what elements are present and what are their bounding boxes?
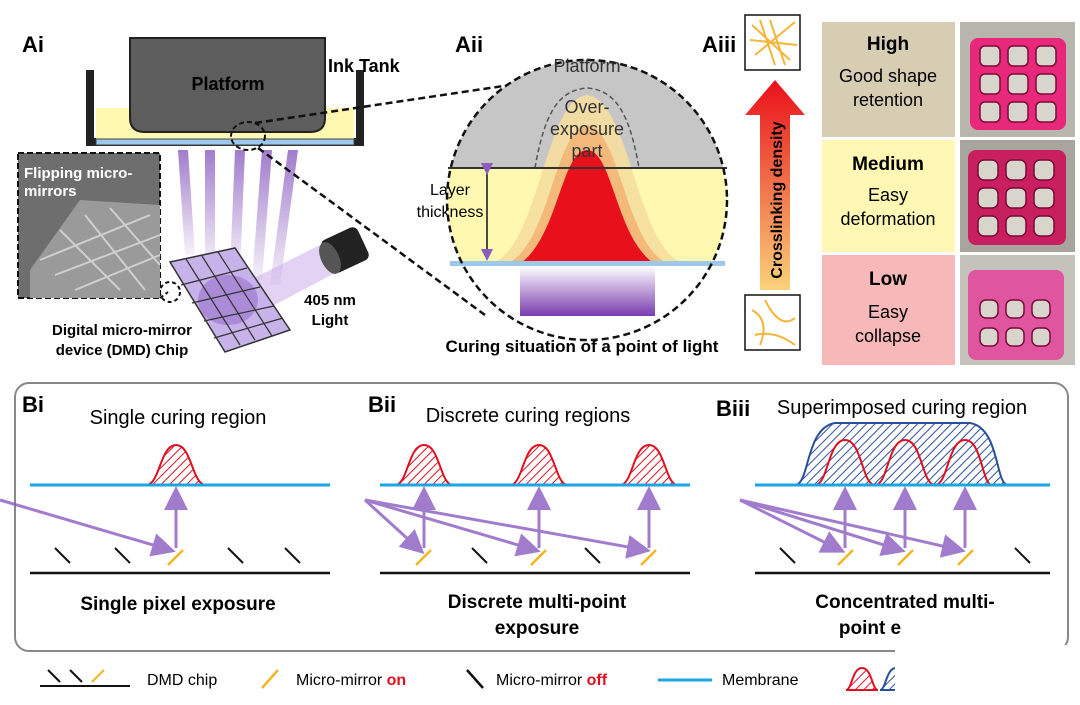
panel-title: Discrete curing regions bbox=[426, 405, 631, 427]
text-line: Digital micro-mirror bbox=[52, 322, 192, 339]
panel-ai: Ai Platform Ink Tank Flipping micro-mirr… bbox=[17, 32, 511, 359]
text-line: retention bbox=[853, 90, 923, 110]
axis-label: Crosslinking density bbox=[769, 121, 786, 278]
platform-label: Platform bbox=[191, 74, 264, 94]
panel-label: Ai bbox=[22, 32, 44, 57]
panel-caption: Concentrated multi-point e bbox=[815, 592, 994, 639]
text-line: Flipping micro- bbox=[24, 165, 132, 182]
platform bbox=[129, 37, 326, 133]
aii-caption: Curing situation of a point of light bbox=[446, 337, 719, 356]
panel-caption: Single pixel exposure bbox=[80, 594, 275, 615]
inset-label: Flipping micro-mirrors bbox=[24, 165, 132, 200]
panel-label: Aii bbox=[455, 32, 483, 57]
text-line: on bbox=[387, 672, 407, 689]
text-line: deformation bbox=[840, 209, 935, 229]
text-line: Micro-mirror bbox=[296, 672, 383, 689]
panel-label: Bi bbox=[22, 392, 44, 417]
panel-b-frame bbox=[14, 382, 1069, 652]
text-line: Easy bbox=[868, 302, 908, 322]
panel-label: Aiii bbox=[702, 32, 736, 57]
panel-label: Biii bbox=[716, 396, 750, 421]
overexposure-label: Over-exposure part bbox=[550, 97, 624, 161]
layer-label: Layer thickness bbox=[417, 182, 484, 221]
text-line: exposure bbox=[550, 119, 624, 139]
level-desc: Good shape retention bbox=[839, 66, 937, 110]
text-line: Micro-mirror bbox=[496, 672, 583, 689]
text-line: Good shape bbox=[839, 66, 937, 86]
level-medium: Medium Easy deformation bbox=[840, 154, 935, 229]
text-line: device (DMD) Chip bbox=[56, 342, 189, 359]
sample-photos bbox=[960, 22, 1075, 365]
membrane bbox=[95, 138, 355, 146]
legend-label: Membrane bbox=[722, 672, 799, 689]
text-line: Easy bbox=[868, 185, 908, 205]
dmd-label: Digital micro-mirror device (DMD) Chip bbox=[52, 322, 192, 359]
level-name: Low bbox=[869, 269, 907, 290]
occluder bbox=[895, 645, 1080, 705]
panel-b: Bi Single curing region Single pixel exp… bbox=[0, 392, 1050, 639]
level-desc: Easy collapse bbox=[855, 302, 921, 346]
text-line: Light bbox=[312, 312, 349, 329]
dmd-chip bbox=[168, 247, 292, 353]
level-low: Low Easy collapse bbox=[855, 269, 921, 346]
text-line: part bbox=[571, 141, 602, 161]
text-line: exposure bbox=[495, 618, 579, 639]
platform-label: Platform bbox=[553, 56, 620, 76]
level-desc: Easy deformation bbox=[840, 185, 935, 229]
text-line: Concentrated multi- bbox=[815, 592, 994, 613]
panel-title: Single curing region bbox=[90, 407, 267, 429]
light-label: 405 nm Light bbox=[304, 292, 356, 329]
panel-aiii: Aiii Crosslinking density High Good shap… bbox=[702, 14, 1075, 365]
level-high: High Good shape retention bbox=[839, 34, 937, 110]
legend: DMD chip Micro-mirror on Micro-mirror of… bbox=[40, 666, 913, 691]
panel-title: Superimposed curing region bbox=[777, 397, 1027, 419]
text-line: Layer bbox=[430, 182, 471, 199]
panel-aii: Aii Platform Over-exposure part Layer thic… bbox=[417, 32, 729, 356]
text-line: thickness bbox=[417, 204, 484, 221]
level-name: High bbox=[867, 34, 909, 55]
text-line: point e bbox=[839, 618, 901, 639]
text-line: Single pixel exposure bbox=[80, 594, 275, 615]
text-line: 405 nm bbox=[304, 292, 356, 309]
light-source bbox=[319, 227, 369, 274]
ink-tank-label: Ink Tank bbox=[328, 56, 401, 76]
text-line: collapse bbox=[855, 326, 921, 346]
panel-caption: Discrete multi-point exposure bbox=[448, 592, 627, 639]
text-line: Over- bbox=[565, 97, 610, 117]
level-name: Medium bbox=[852, 154, 924, 175]
legend-label: Micro-mirror on bbox=[296, 672, 406, 689]
legend-label: DMD chip bbox=[147, 672, 217, 689]
text-line: off bbox=[587, 672, 608, 689]
legend-label: Micro-mirror off bbox=[496, 672, 608, 689]
text-line: mirrors bbox=[24, 183, 77, 200]
text-line: Discrete multi-point bbox=[448, 592, 627, 613]
panel-label: Bii bbox=[368, 392, 396, 417]
